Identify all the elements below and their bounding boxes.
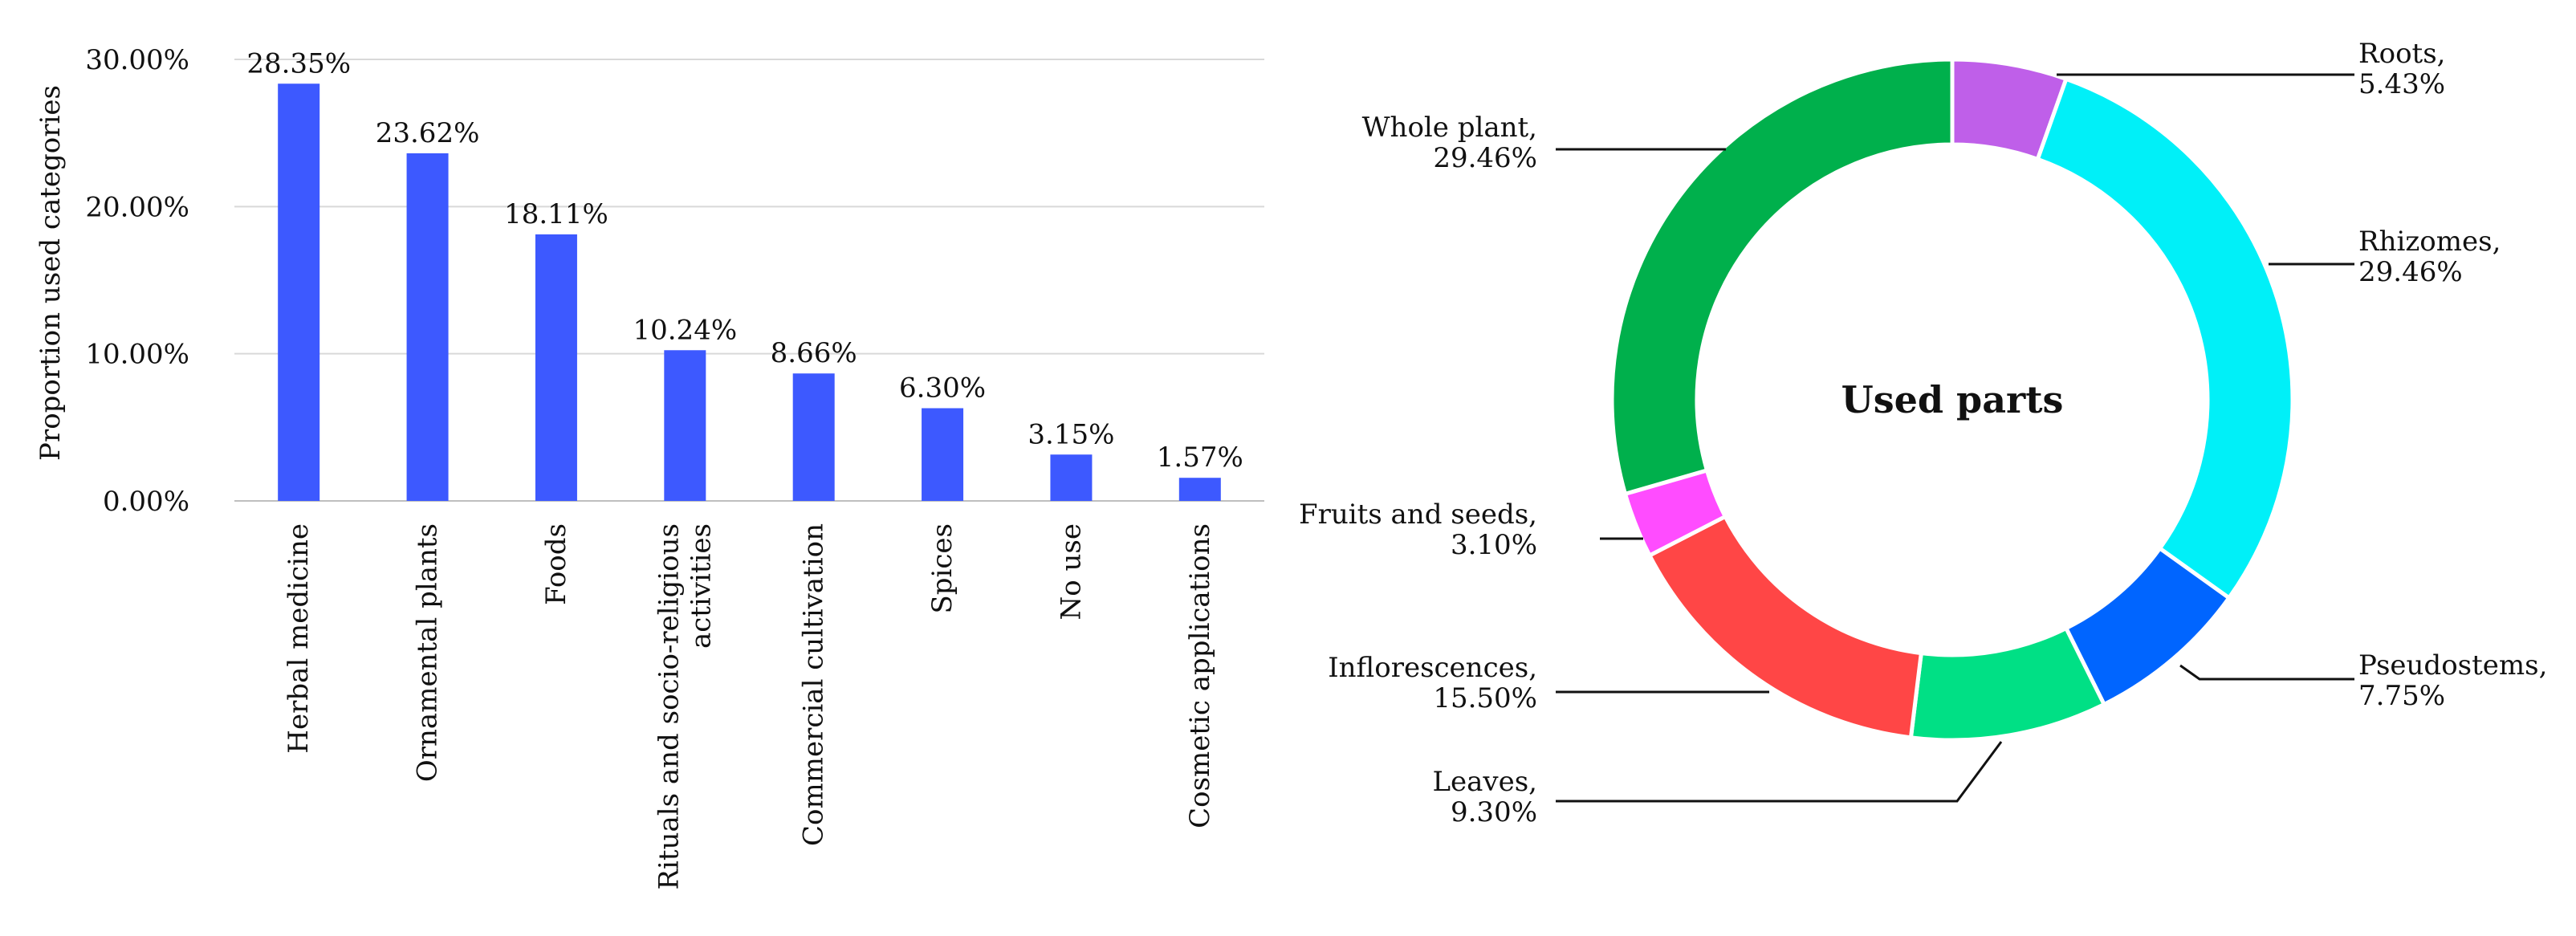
bar-y-tick-label: 0.00% bbox=[103, 486, 189, 518]
bar-chart: 0.00% 10.00% 20.00% 30.00% 28.35% 23.62% 18.1… bbox=[35, 44, 1264, 890]
donut-leader-lines bbox=[1556, 73, 2354, 803]
donut-slice-value: 15.50% bbox=[1433, 682, 1537, 714]
bar bbox=[535, 234, 577, 501]
donut-slice-value: 29.46% bbox=[2358, 256, 2463, 288]
bar bbox=[664, 350, 706, 501]
donut-slice-name: Rhizomes, bbox=[2358, 226, 2501, 258]
donut-slice-label: Pseudostems, 7.75% bbox=[2358, 649, 2547, 712]
bar-category-label: No use bbox=[1055, 523, 1087, 621]
bar-y-axis-label: Proportion used categories bbox=[35, 85, 67, 461]
donut-leader-line bbox=[1556, 741, 2003, 803]
bar-gridlines bbox=[234, 59, 1264, 502]
bar-data-label: 28.35% bbox=[246, 47, 351, 79]
donut-slice-label: Fruits and seeds, 3.10% bbox=[1299, 499, 1537, 561]
donut-slices bbox=[1609, 57, 2295, 743]
bar-category-label: Rituals and socio-religiousactivities bbox=[653, 523, 717, 890]
bar-category-label-line: Foods bbox=[540, 523, 572, 605]
bar-category-label-line: activities bbox=[685, 523, 717, 649]
donut-slice-value: 3.10% bbox=[1451, 529, 1537, 561]
bar bbox=[1178, 478, 1221, 501]
donut-slice-name: Inflorescences, bbox=[1328, 652, 1537, 684]
donut-slice bbox=[2035, 76, 2295, 601]
bar-y-tick-label: 30.00% bbox=[85, 44, 189, 76]
bar-data-labels: 28.35% 23.62% 18.11% 10.24% 8.66% 6.30% 3.15% 1… bbox=[246, 47, 1243, 474]
donut-slice-value: 5.43% bbox=[2358, 68, 2445, 100]
bar-y-tick-labels: 0.00% 10.00% 20.00% 30.00% bbox=[85, 44, 189, 518]
bar-category-label-line: Commercial cultivation bbox=[798, 523, 830, 846]
bar-data-label: 10.24% bbox=[633, 314, 737, 346]
donut-slice-name: Leaves, bbox=[1432, 766, 1537, 798]
donut-title: Used parts bbox=[1841, 378, 2064, 421]
bar-data-label: 3.15% bbox=[1028, 418, 1114, 450]
bar-data-label: 18.11% bbox=[504, 198, 608, 230]
donut-slice bbox=[1646, 514, 1924, 740]
donut-slice-label: Inflorescences, 15.50% bbox=[1328, 652, 1537, 714]
donut-slice-label: Rhizomes, 29.46% bbox=[2358, 226, 2501, 288]
bar-category-label: Foods bbox=[540, 523, 572, 605]
bar-y-tick-label: 20.00% bbox=[85, 191, 189, 223]
bar bbox=[278, 83, 320, 501]
donut-slice-name: Roots, bbox=[2358, 38, 2445, 70]
bar-category-label-line: No use bbox=[1055, 523, 1087, 621]
donut-slice-name: Fruits and seeds, bbox=[1299, 499, 1537, 531]
donut-slice-label: Leaves, 9.30% bbox=[1432, 766, 1537, 828]
bar-series bbox=[278, 83, 1221, 501]
bar-category-label-line: Herbal medicine bbox=[283, 523, 315, 754]
donut-slice-value: 7.75% bbox=[2358, 680, 2445, 712]
bar-data-label: 8.66% bbox=[771, 337, 857, 369]
donut-leader-line bbox=[2179, 664, 2354, 681]
bar-data-label: 6.30% bbox=[899, 372, 986, 405]
donut-chart: Roots, 5.43%Rhizomes, 29.46%Pseudostems, 7.… bbox=[1299, 38, 2547, 828]
bar-category-label: Herbal medicine bbox=[283, 523, 315, 754]
donut-slice-label: Whole plant, 29.46% bbox=[1362, 112, 1537, 174]
donut-slice-labels: Roots, 5.43%Rhizomes, 29.46%Pseudostems, 7.… bbox=[1299, 38, 2547, 828]
bar-category-label-line: Ornamental plants bbox=[412, 523, 444, 782]
bar-category-label-line: Spices bbox=[926, 523, 958, 614]
bar-category-label: Ornamental plants bbox=[412, 523, 444, 782]
donut-slice-value: 29.46% bbox=[1433, 142, 1537, 174]
bar bbox=[922, 408, 964, 501]
bar-category-label: Spices bbox=[926, 523, 958, 614]
bar-data-label: 1.57% bbox=[1157, 442, 1243, 474]
donut-slice-value: 9.30% bbox=[1451, 796, 1537, 828]
bar-data-label: 23.62% bbox=[376, 117, 480, 149]
donut-slice-name: Whole plant, bbox=[1362, 112, 1537, 144]
bar-y-tick-label: 10.00% bbox=[85, 339, 189, 371]
bar bbox=[1050, 454, 1093, 501]
bar-category-label-line: Rituals and socio-religious bbox=[653, 523, 685, 890]
donut-slice-label: Roots, 5.43% bbox=[2358, 38, 2445, 100]
bar-category-label-line: Cosmetic applications bbox=[1184, 523, 1216, 828]
bar-category-labels: Herbal medicine Ornamental plants Foods Rit… bbox=[283, 523, 1216, 890]
donut-slice bbox=[1908, 625, 2107, 743]
donut-slice-name: Pseudostems, bbox=[2358, 649, 2547, 682]
bar-category-label: Cosmetic applications bbox=[1184, 523, 1216, 828]
bar-category-label: Commercial cultivation bbox=[798, 523, 830, 846]
donut-slice bbox=[1609, 57, 1955, 497]
bar bbox=[406, 153, 449, 501]
bar bbox=[792, 373, 835, 501]
